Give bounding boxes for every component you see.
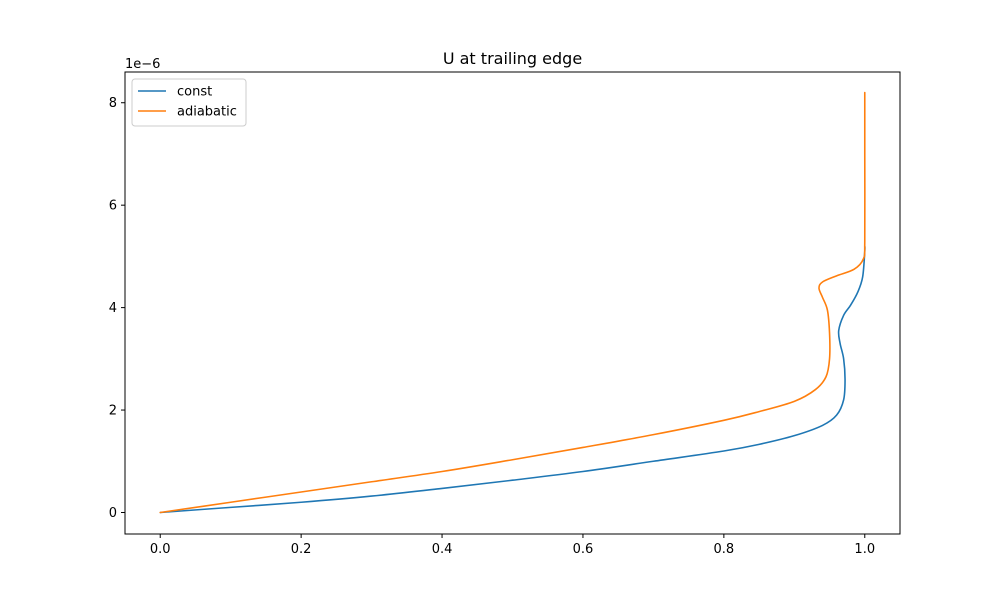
plot-frame xyxy=(124,71,901,535)
legend-label-adiabatic: adiabatic xyxy=(177,105,237,120)
x-tick-label: 0.2 xyxy=(291,542,312,557)
x-axis: 0.0 0.2 0.4 0.6 0.8 1.0 xyxy=(150,534,875,557)
x-tick-label: 0.4 xyxy=(432,542,453,557)
x-tick-label: 0.6 xyxy=(573,542,594,557)
y-tick-label: 6 xyxy=(109,199,117,214)
y-tick-label: 4 xyxy=(109,301,117,316)
y-axis: 0 2 4 6 8 xyxy=(109,96,125,521)
chart-title: U at trailing edge xyxy=(443,49,582,68)
x-tick-label: 0.0 xyxy=(150,542,171,557)
legend-label-const: const xyxy=(177,85,212,100)
y-tick-label: 8 xyxy=(109,96,117,111)
x-tick-label: 0.8 xyxy=(714,542,735,557)
y-tick-label: 0 xyxy=(109,506,117,521)
series-layer xyxy=(159,91,866,514)
series-line-const xyxy=(159,245,866,514)
x-tick-label: 1.0 xyxy=(854,542,875,557)
y-axis-offset-label: 1e−6 xyxy=(125,57,160,72)
y-tick-label: 2 xyxy=(109,404,117,419)
legend: const adiabatic xyxy=(131,78,247,127)
series-line-adiabatic xyxy=(159,91,866,514)
